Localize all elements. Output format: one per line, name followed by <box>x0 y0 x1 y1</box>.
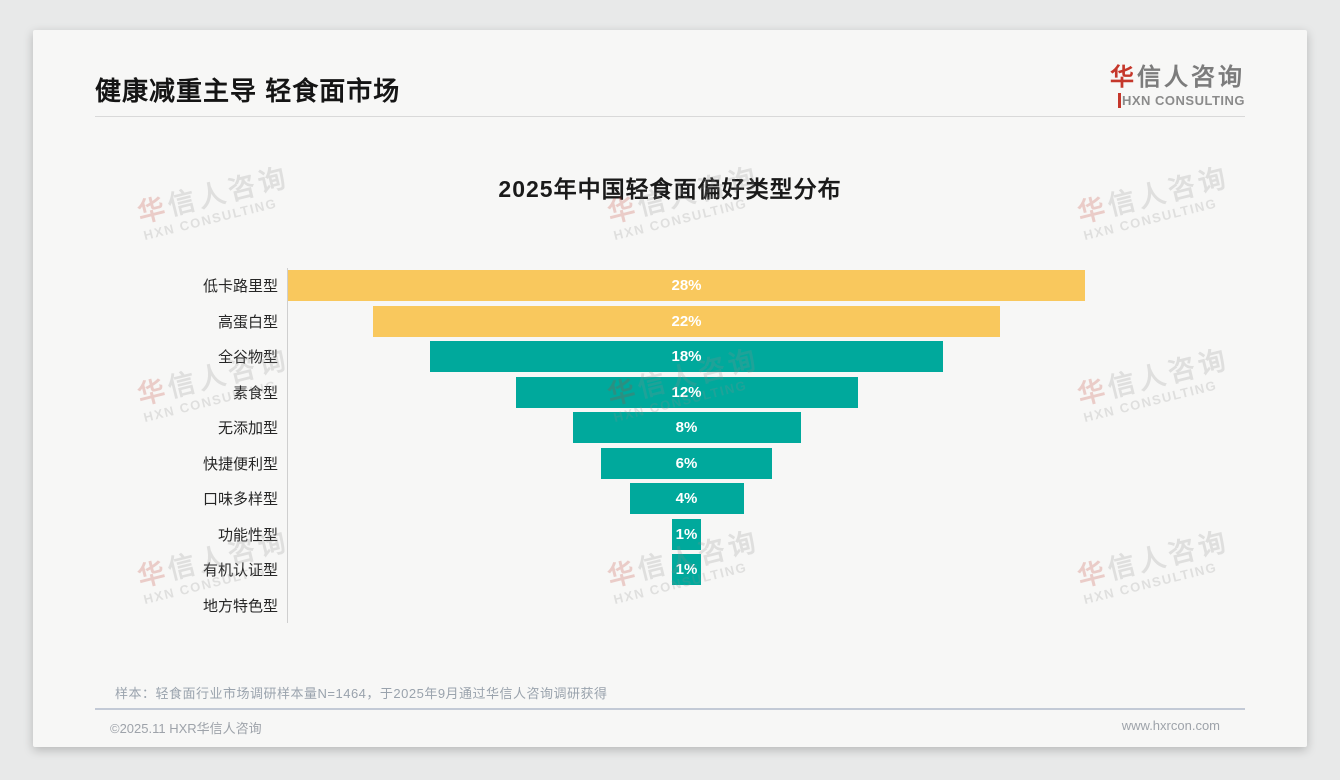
chart-row: 快捷便利型 6% <box>33 445 1307 481</box>
plot-area <box>287 587 1085 623</box>
chart-row: 口味多样型 4% <box>33 481 1307 517</box>
bar-value-label: 8% <box>675 419 698 437</box>
plot-area: 8% <box>287 410 1085 446</box>
company-logo: 华信人咨询 HXN CONSULTING <box>1110 65 1245 108</box>
funnel-bar: 4% <box>629 483 744 515</box>
logo-en-rest: XN CONSULTING <box>1131 92 1245 108</box>
header: 健康减重主导 轻食面市场 华信人咨询 HXN CONSULTING <box>95 30 1245 117</box>
funnel-chart: 低卡路里型 28% 高蛋白型 22% 全谷物型 18% 素食型 12% 无添加型 8% 快捷便利型 6… <box>33 268 1307 623</box>
chart-row: 功能性型 1% <box>33 516 1307 552</box>
plot-area: 28% <box>287 268 1085 304</box>
plot-area: 1% <box>287 516 1085 552</box>
funnel-bar: 28% <box>288 270 1085 302</box>
plot-area: 12% <box>287 374 1085 410</box>
card-footer: ©2025.11 HXR华信人咨询 www.hxrcon.com <box>95 708 1245 737</box>
funnel-bar: 6% <box>601 447 772 479</box>
footer-website: www.hxrcon.com <box>1121 718 1220 733</box>
plot-area: 18% <box>287 339 1085 375</box>
logo-cn-rest: 信人咨询 <box>1137 64 1245 92</box>
report-card: 健康减重主导 轻食面市场 华信人咨询 HXN CONSULTING 2025年中… <box>33 30 1307 747</box>
category-label: 地方特色型 <box>202 597 278 615</box>
funnel-bar: 18% <box>430 341 943 373</box>
logo-accent-char: 华 <box>1110 64 1137 92</box>
plot-area: 6% <box>287 445 1085 481</box>
bar-value-label: 4% <box>675 490 698 508</box>
bar-value-label: 18% <box>671 348 702 366</box>
logo-en-first: H <box>1117 92 1132 108</box>
category-label: 素食型 <box>232 384 278 402</box>
category-label: 低卡路里型 <box>202 278 278 296</box>
funnel-bar: 1% <box>672 554 701 586</box>
bar-value-label: 1% <box>675 525 698 543</box>
bar-value-label: 1% <box>675 561 698 579</box>
category-label: 快捷便利型 <box>202 455 278 473</box>
logo-en-text: HXN CONSULTING <box>1110 92 1245 108</box>
category-label: 高蛋白型 <box>217 313 278 331</box>
category-label: 有机认证型 <box>202 562 278 580</box>
plot-area: 1% <box>287 552 1085 588</box>
category-label: 无添加型 <box>217 420 278 438</box>
footer-copyright: ©2025.11 HXR华信人咨询 <box>110 721 262 736</box>
logo-cn-text: 华信人咨询 <box>1110 65 1245 91</box>
chart-row: 全谷物型 18% <box>33 339 1307 375</box>
chart-row: 有机认证型 1% <box>33 552 1307 588</box>
funnel-bar: 22% <box>373 305 1000 337</box>
chart-row: 高蛋白型 22% <box>33 303 1307 339</box>
chart-title: 2025年中国轻食面偏好类型分布 <box>498 176 842 202</box>
category-label: 口味多样型 <box>202 491 278 509</box>
funnel-bar: 12% <box>515 376 858 408</box>
plot-area: 4% <box>287 481 1085 517</box>
chart-row: 低卡路里型 28% <box>33 268 1307 304</box>
funnel-bar: 1% <box>672 518 701 550</box>
chart-row: 地方特色型 <box>33 587 1307 623</box>
chart-row: 素食型 12% <box>33 374 1307 410</box>
chart-row: 无添加型 8% <box>33 410 1307 446</box>
page-title: 健康减重主导 轻食面市场 <box>95 76 401 106</box>
plot-area: 22% <box>287 303 1085 339</box>
bar-value-label: 28% <box>671 277 702 295</box>
funnel-bar: 8% <box>572 412 801 444</box>
sample-footnote: 样本：轻食面行业市场调研样本量N=1464，于2025年9月通过华信人咨询调研获… <box>115 686 608 701</box>
bar-value-label: 12% <box>671 383 702 401</box>
bar-value-label: 22% <box>671 312 702 330</box>
category-label: 全谷物型 <box>217 349 278 367</box>
category-label: 功能性型 <box>217 526 278 544</box>
bar-value-label: 6% <box>675 454 698 472</box>
